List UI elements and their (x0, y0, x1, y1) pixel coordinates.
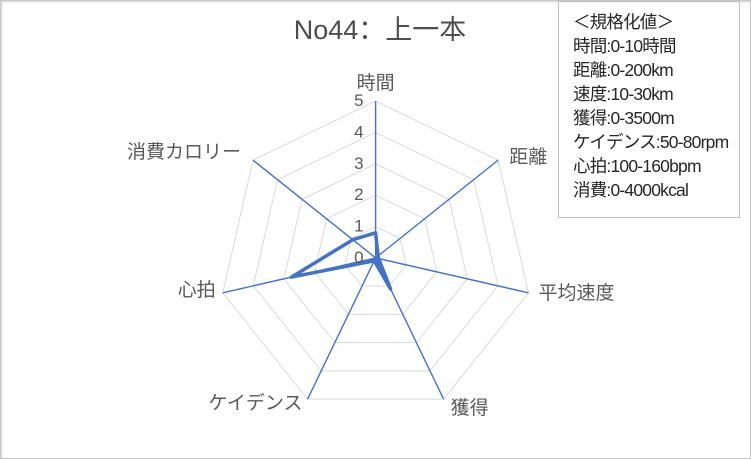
svg-text:0: 0 (354, 248, 363, 267)
svg-text:消費カロリー: 消費カロリー (127, 141, 241, 163)
svg-text:ケイデンス: ケイデンス (208, 392, 302, 414)
svg-text:時間: 時間 (357, 72, 395, 94)
svg-text:1: 1 (354, 217, 363, 236)
svg-text:3: 3 (354, 154, 363, 173)
svg-text:2: 2 (354, 185, 363, 204)
svg-text:平均速度: 平均速度 (538, 282, 614, 304)
svg-text:心拍: 心拍 (178, 279, 216, 301)
svg-text:獲得: 獲得 (451, 397, 489, 419)
svg-text:距離: 距離 (509, 146, 547, 168)
svg-text:4: 4 (354, 122, 363, 141)
